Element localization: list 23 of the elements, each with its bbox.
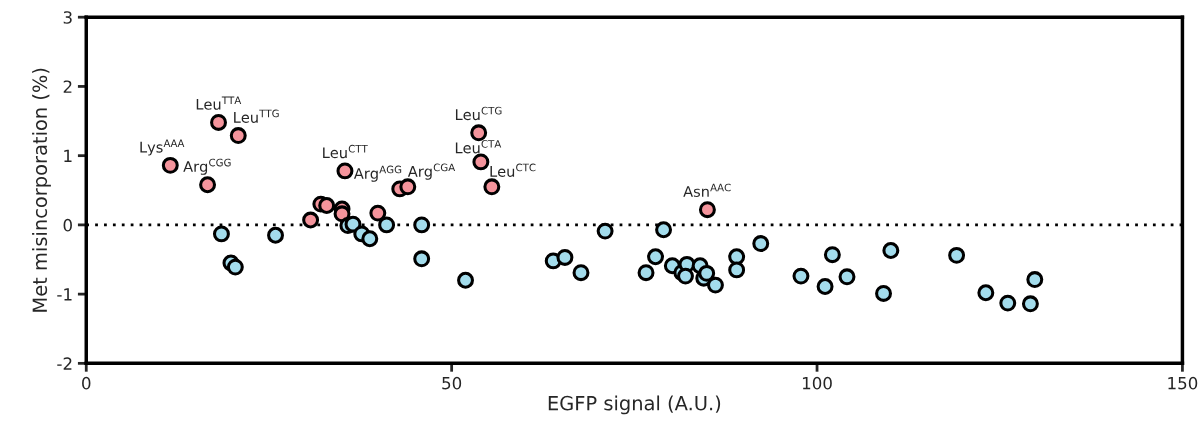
annotation: Leu$^{TTG}$	[234, 109, 279, 123]
annotation: Leu$^{CTG}$	[455, 106, 502, 121]
x-tick-label: 150	[1168, 376, 1198, 390]
y-axis-title: Met misincorporation (%)	[32, 68, 51, 312]
x-tick-label: 50	[442, 376, 462, 390]
annotation: Leu$^{CTC}$	[490, 163, 536, 177]
annotation: Arg$^{AGG}$	[353, 165, 402, 182]
y-tick-label: 3	[63, 11, 72, 24]
annotation: Leu$^{TTA}$	[196, 96, 242, 110]
y-tick-label: -2	[57, 357, 72, 370]
x-tick-label: 0	[82, 376, 91, 390]
annotation: Leu$^{CTA}$	[455, 140, 502, 154]
x-axis-title: EGFP signal (A.U.)	[548, 395, 721, 415]
annotation: Lys$^{AAA}$	[140, 139, 185, 156]
y-tick-label: 0	[63, 218, 72, 232]
annotation: Asn$^{AAC}$	[683, 183, 731, 197]
y-tick-label: -1	[57, 288, 72, 301]
annotation: Arg$^{CGG}$	[183, 158, 231, 175]
annotation: Arg$^{CGA}$	[407, 163, 456, 180]
annotation: Leu$^{CTT}$	[323, 144, 368, 159]
y-tick-label: 2	[63, 80, 72, 93]
x-tick-label: 100	[802, 376, 832, 390]
y-tick-label: 1	[64, 149, 72, 162]
